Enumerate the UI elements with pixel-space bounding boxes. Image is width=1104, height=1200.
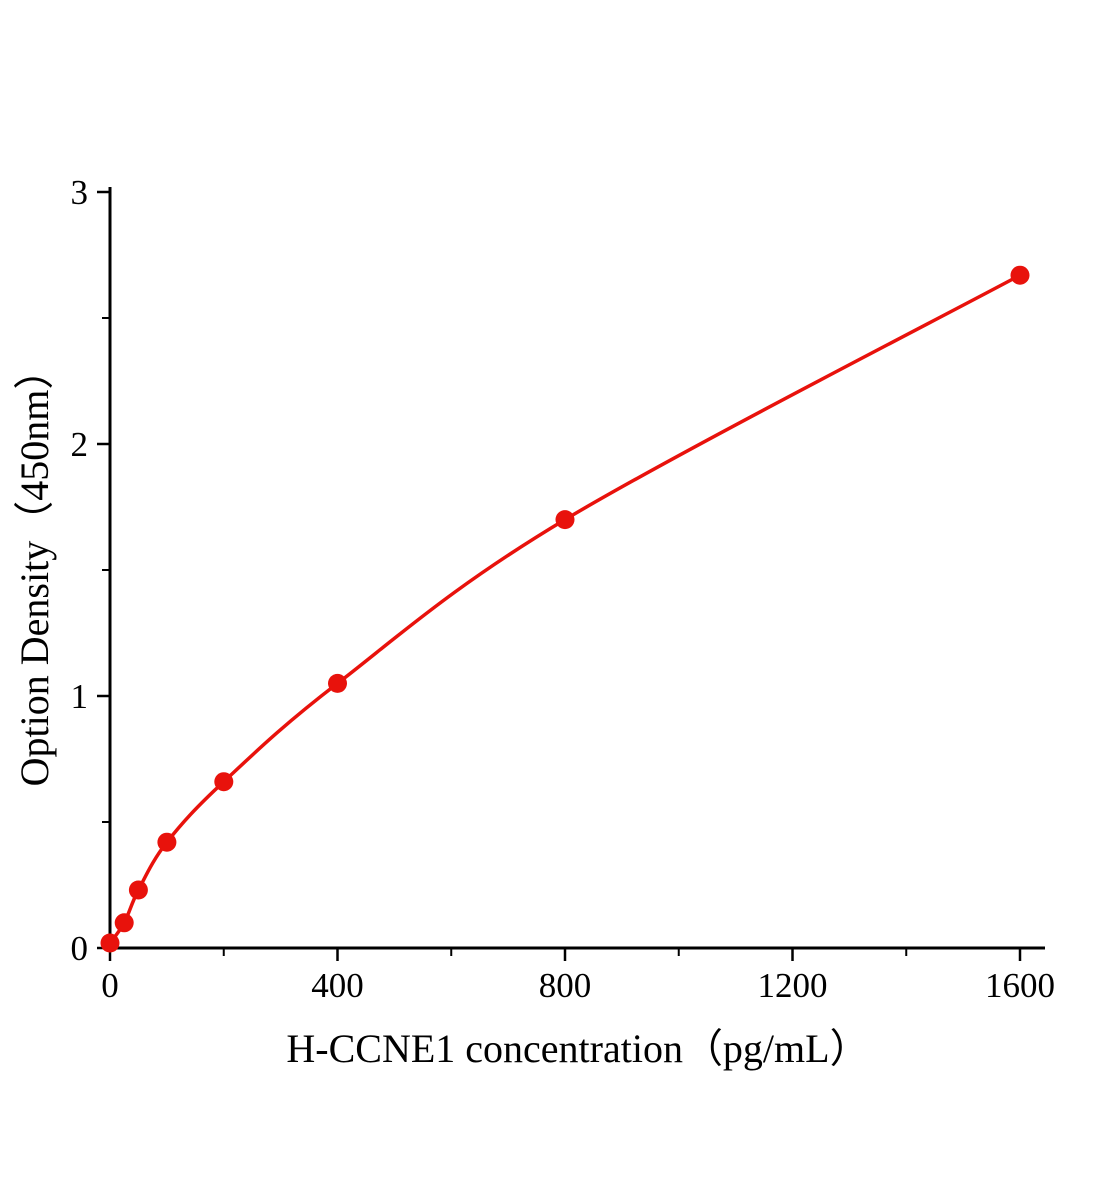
y-tick-label: 2	[71, 425, 89, 464]
x-tick-label: 0	[101, 966, 119, 1005]
x-axis-title: H-CCNE1 concentration（pg/mL）	[286, 1026, 869, 1071]
fit-curve	[108, 273, 1022, 945]
data-point	[157, 832, 177, 852]
data-point	[100, 933, 120, 953]
data-point	[114, 913, 134, 933]
tick-label-layer: 0 400 800 1200 1600 0 1 2 3	[71, 173, 1056, 1005]
x-tick-label: 1200	[758, 966, 828, 1005]
y-tick-label: 0	[71, 929, 89, 968]
data-point	[214, 772, 234, 792]
data-point	[328, 673, 347, 693]
y-tick-label: 1	[71, 677, 89, 716]
data-point	[555, 510, 575, 530]
series-layer	[100, 265, 1030, 953]
tick-layer	[97, 190, 1022, 961]
x-tick-label: 400	[311, 966, 364, 1005]
y-tick-label: 3	[71, 173, 89, 212]
y-axis-title: Option Density（450nm）	[12, 350, 57, 787]
axes-layer	[108, 187, 1045, 950]
x-tick-label: 1600	[985, 966, 1055, 1005]
data-point	[1010, 265, 1030, 285]
data-point	[128, 880, 148, 900]
x-tick-label: 800	[539, 966, 592, 1005]
